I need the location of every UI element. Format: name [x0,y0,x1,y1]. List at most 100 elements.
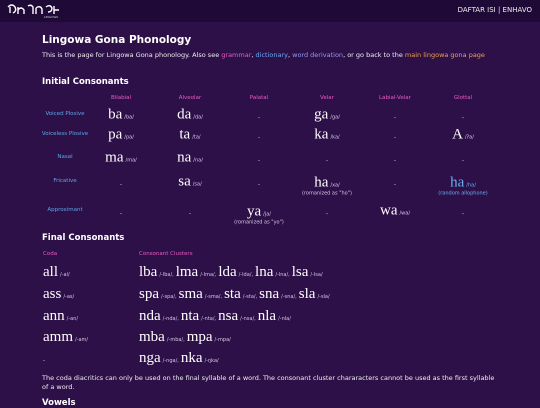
column-header: Consonant Clusters [139,251,193,257]
empty-cell: - [393,114,397,121]
column-header: Palatal [249,95,269,101]
letter: mpa [186,329,213,345]
letter: A [452,126,463,143]
nav[interactable]: DAFTAR ISI | ENHAVO [457,6,532,14]
letter: ka [314,126,329,143]
cell: - [189,202,191,218]
letter: ha [314,174,329,191]
cell: - [394,173,396,189]
paragraph: The coda diacritics can only be used on … [42,374,495,391]
row-label: Nasal [57,153,73,160]
cluster: sla/-sla/ [299,283,330,302]
cell: - [258,106,260,122]
letter: nla [257,308,277,324]
letter: mba [139,329,165,345]
cell: A/ʔa/ [452,126,474,143]
ipa: /sa/ [192,181,202,188]
link[interactable]: grammar [221,51,252,59]
ipa: /-as/ [63,294,75,300]
section-heading: Initial Consonants [42,77,129,87]
cluster: spa/-spa/, [139,283,177,302]
letter: lba [139,264,158,280]
link[interactable]: word derivation [292,51,344,59]
cell: ba/ba/ [108,106,134,123]
link[interactable]: dictionary [255,51,288,59]
ipa: /-nla/ [278,316,291,322]
cluster: nsa/-nsa/, [218,305,256,324]
cell: - [462,106,464,122]
letter: ma [105,149,124,166]
cell: ha/ha/(random allophone) [438,174,487,197]
letter: lda [218,264,237,280]
cell: sa/sa/ [178,173,202,190]
empty-cell: - [257,114,261,121]
row-label: Fricative [53,177,77,184]
link[interactable]: main lingowa gona page [404,51,485,59]
letter: nta [180,308,200,324]
note: (random allophone) [438,190,488,197]
coda: ann/-an/ [43,305,78,325]
logo[interactable]: LINGOWA [4,1,64,21]
letter: ya [247,203,262,220]
cell: wa/wa/ [380,202,410,219]
cluster: lna/-lna/, [255,261,290,280]
empty-cell: - [257,134,261,141]
letter: ba [108,106,123,123]
letter: ha [450,174,465,191]
letter: sna [259,286,280,302]
letter: na [177,149,192,166]
letter: pa [108,126,123,143]
cell: - [326,149,328,165]
ipa: /-lda/, [238,272,254,278]
ipa: /-lna/, [275,272,290,278]
ipa: /-lma/, [200,272,217,278]
intro: This is the page for Lingowa Gona phonol… [42,51,500,60]
ipa: /ja/ [263,211,271,218]
ipa: /-spa/, [161,294,177,300]
empty-cell: - [393,134,397,141]
cell: - [120,173,122,189]
letter: lma [175,264,199,280]
ipa: /-sta/, [242,294,258,300]
cluster: sta/-sta/, [224,283,257,302]
letter: ta [179,126,191,143]
cell: ya/ja/(romanized as "yo") [234,203,284,226]
cluster: lsa/-lsa/ [292,261,323,280]
ipa: /ba/ [124,114,134,121]
empty-cell: - [119,181,123,188]
text: , [251,51,256,59]
cell: ga/ga/ [314,106,340,123]
cell: - [462,149,464,165]
cell: - [462,202,464,218]
section-heading: Final Consonants [42,233,125,243]
coda: all/-al/ [43,261,70,281]
empty-cell: - [325,157,329,164]
empty-cell: - [119,210,123,217]
cell: - [258,173,260,189]
clusters: lba/-lba/, lma/-lma/, lda/-lda/, lna/-lna/,… [139,261,325,281]
column-header: Velar [320,95,334,101]
cluster: sma/-sma/, [179,283,222,302]
row-label: Voiced Plosive [45,110,85,117]
cluster: lba/-lba/, [139,261,174,280]
column-header: Labial-Velar [379,95,411,101]
ipa: /ʔa/ [464,134,474,141]
column-header: Glottal [453,95,473,101]
ipa: /ma/ [125,157,137,164]
cluster: lda/-lda/, [218,261,253,280]
empty-cell: - [257,157,261,164]
letter: nka [180,350,203,366]
ipa: /xa/ [330,182,340,189]
cell: - [394,106,396,122]
ipa: /-ŋka/ [204,358,219,364]
empty-cell: - [188,210,192,217]
letter: nda [139,308,161,324]
row-label: Approximant [47,206,83,213]
letter: nsa [218,308,239,324]
page-title: Lingowa Gona Phonology [42,34,192,46]
header: LINGOWA DAFTAR ISI | ENHAVO [0,0,540,22]
svg-text:LINGOWA: LINGOWA [44,15,59,19]
cluster: mba/-mba/, [139,326,185,345]
clusters: nda/-nda/, nta/-nta/, nsa/-nsa/, nla/-nla/ [139,305,293,325]
letter: amm [43,329,73,345]
